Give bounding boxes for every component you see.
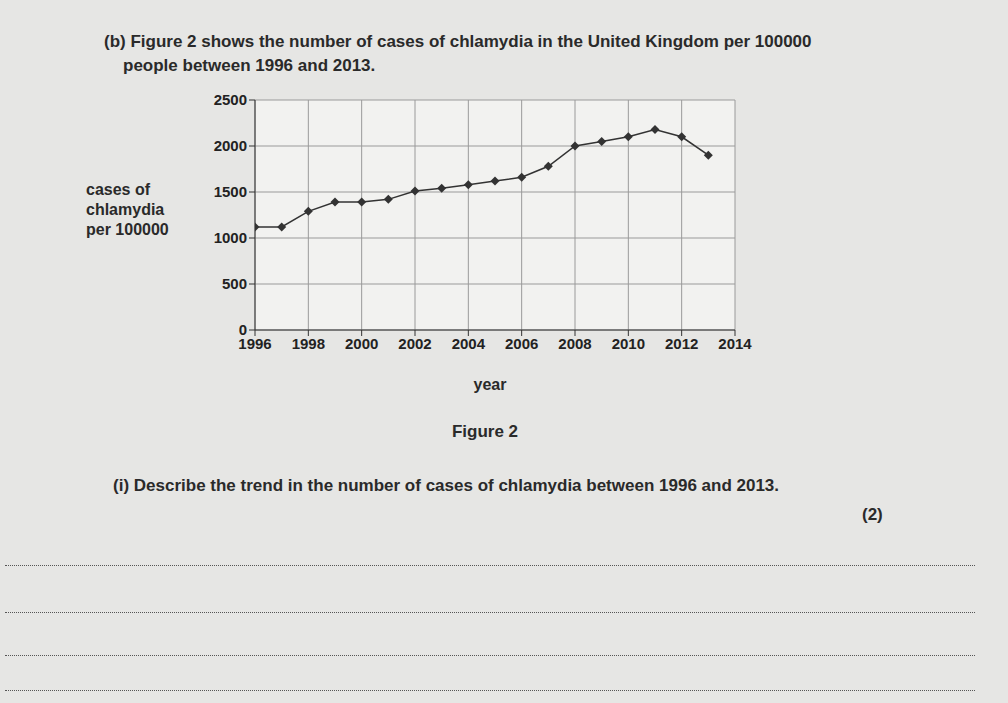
svg-text:2012: 2012 <box>665 335 698 352</box>
svg-text:2002: 2002 <box>398 335 431 352</box>
html-text:year: year <box>473 376 507 393</box>
svg-text:2500: 2500 <box>214 91 247 108</box>
svg-text:2000: 2000 <box>345 335 378 352</box>
svg-text:2000: 2000 <box>214 137 247 154</box>
svg-text:1500: 1500 <box>214 183 247 200</box>
html-text:(2): (2) <box>862 505 883 524</box>
svg-text:1998: 1998 <box>292 335 325 352</box>
svg-text:1000: 1000 <box>214 229 247 246</box>
svg-text:2014: 2014 <box>718 335 752 352</box>
svg-text:500: 500 <box>222 275 247 292</box>
html-text:Figure 2: Figure 2 <box>451 422 519 441</box>
svg-text:2010: 2010 <box>612 335 645 352</box>
html-text:(b) Figure 2 shows the number: (b) Figure 2 shows the number of cases o… <box>104 32 812 75</box>
svg-text:2006: 2006 <box>505 335 538 352</box>
svg-text:0: 0 <box>239 321 247 338</box>
svg-text:2004: 2004 <box>452 335 486 352</box>
html-text:cases of chlamydia per 100000: cases of chlamydia per 100000 <box>86 181 169 238</box>
svg-text:2008: 2008 <box>558 335 591 352</box>
svg-text:1996: 1996 <box>238 334 272 352</box>
html-text:(i) Describe the trend in the: (i) Describe the trend in the number of … <box>113 476 779 495</box>
